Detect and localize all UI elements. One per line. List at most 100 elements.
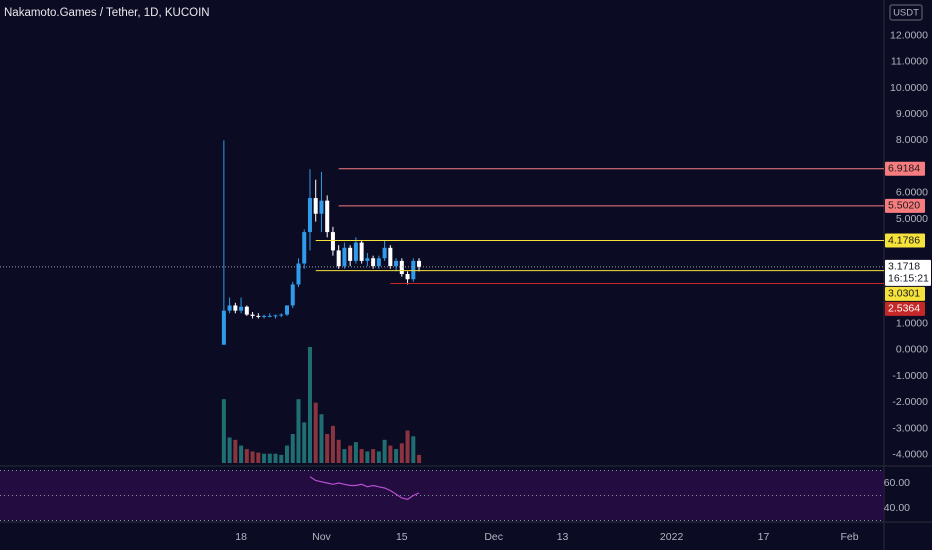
volume-bar (359, 449, 364, 463)
volume-bar (290, 434, 295, 463)
y-tick-label: 5.0000 (896, 213, 928, 225)
volume-bar (325, 434, 330, 463)
volume-bar (353, 442, 358, 463)
candle-body (296, 263, 301, 285)
candle-body (221, 310, 226, 345)
y-tick-label: 1.0000 (896, 318, 928, 330)
level-label-bg (885, 161, 925, 176)
candle-body (244, 306, 249, 315)
candle-body (371, 258, 376, 267)
volume-bar (227, 437, 232, 463)
candle-body (307, 198, 312, 233)
candle-body (267, 315, 272, 317)
countdown-label: 16:15:21 (888, 273, 929, 285)
candle-body (330, 232, 335, 251)
level-label-bg (885, 198, 925, 213)
currency[interactable]: USDT (893, 8, 919, 19)
volume-bar (330, 425, 335, 463)
volume-bar (388, 445, 393, 463)
level-label-bg (885, 301, 925, 316)
candle-body (394, 260, 399, 267)
candle-body (285, 305, 290, 315)
level-label: 3.0301 (888, 288, 920, 300)
candle-body (302, 232, 307, 264)
level-label: 4.1786 (888, 234, 920, 246)
candle-body (399, 260, 404, 274)
volume-bar (417, 454, 422, 463)
candle-body (256, 315, 261, 317)
volume-bar (371, 449, 376, 463)
level-label: 6.9184 (888, 163, 920, 175)
volume-bar (313, 402, 318, 463)
candle-body (227, 305, 232, 311)
x-tick-label: Nov (312, 531, 331, 543)
candle-body (411, 260, 416, 280)
volume-bar (296, 399, 301, 463)
candle-body (417, 260, 422, 267)
candle-body (319, 200, 324, 214)
rsi-tick-label: 60.00 (884, 477, 910, 489)
y-tick-label: 9.0000 (896, 108, 928, 120)
volume-bar (267, 453, 272, 463)
volume-bar (405, 430, 410, 463)
x-tick-label: 2022 (660, 531, 684, 543)
candle-body (336, 250, 341, 267)
last-price-label: 3.1718 (888, 261, 920, 273)
candle-body (313, 198, 318, 214)
volume-bar (256, 452, 261, 463)
volume-bar (336, 439, 341, 463)
candle-body (359, 242, 364, 261)
candle-body (233, 305, 238, 311)
x-tick-label: Dec (484, 531, 503, 543)
volume-bar (273, 453, 278, 463)
candle-body (279, 314, 284, 316)
level-label: 2.5364 (888, 303, 920, 315)
candle-body (348, 247, 353, 261)
y-tick-label: 0.0000 (896, 344, 928, 356)
x-tick-label: 17 (758, 531, 770, 543)
x-tick-label: Feb (841, 531, 859, 543)
candle-body (250, 314, 255, 316)
volume-bar (411, 436, 416, 463)
candle-body (376, 258, 381, 267)
volume-bar (382, 439, 387, 463)
y-tick-label: 6.0000 (896, 187, 928, 199)
candle-body (382, 247, 387, 259)
y-tick-label: 11.0000 (891, 56, 928, 68)
candle-body (405, 273, 410, 280)
volume-bar (233, 439, 238, 463)
last-price-label-bg (885, 259, 931, 286)
candle-body (342, 247, 347, 267)
currency-box[interactable] (889, 4, 923, 21)
chart-title: Nakamoto.Games / Tether, 1D, KUCOIN (4, 7, 210, 19)
volume-bar (244, 449, 249, 463)
volume-bar (221, 399, 226, 463)
level-label-bg (885, 286, 925, 301)
volume-bar (307, 347, 312, 463)
rsi-tick-label: 40.00 (884, 502, 910, 514)
x-tick-label: 18 (235, 531, 247, 543)
volume-bar (279, 454, 284, 463)
volume-bar (319, 414, 324, 463)
volume-bar (302, 422, 307, 463)
y-tick-label: -1.0000 (892, 370, 928, 382)
volume-bar (348, 445, 353, 463)
candle-body (365, 258, 370, 261)
x-tick-label: 15 (396, 531, 408, 543)
candle-body (325, 200, 330, 233)
y-tick-label: -4.0000 (892, 449, 928, 461)
y-tick-label: 8.0000 (896, 134, 928, 146)
volume-bar (342, 449, 347, 463)
volume-bar (399, 443, 404, 463)
volume-bar (250, 451, 255, 463)
level-label: 5.5020 (888, 200, 920, 212)
y-tick-label: 12.0000 (890, 29, 928, 41)
y-tick-label: 10.0000 (890, 82, 928, 94)
volume-bar (239, 445, 244, 463)
candle-body (273, 315, 278, 317)
volume-bar (262, 453, 267, 463)
candle-body (388, 247, 393, 267)
